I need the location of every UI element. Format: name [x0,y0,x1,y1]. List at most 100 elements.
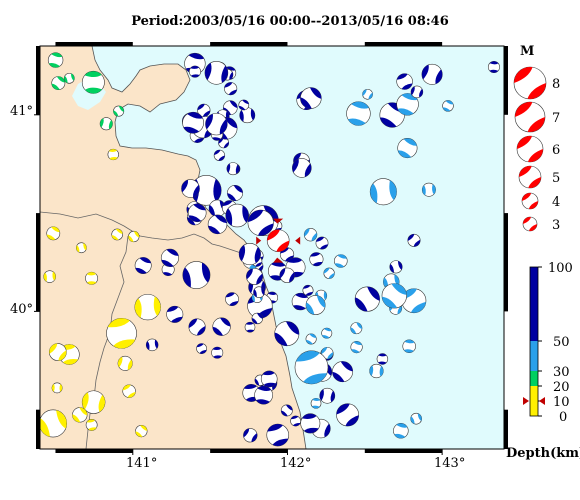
frame-bar-right-4 [504,409,508,449]
event-mechanism-23 [181,179,200,198]
main-event-marker-left [256,236,262,245]
depth-marker-left [523,397,529,405]
event-mechanism-67 [303,228,318,242]
event-mechanism-129 [160,248,180,267]
event-mechanism-98 [381,283,407,309]
event-mechanism-101 [310,398,322,409]
event-mechanism-21 [197,103,211,117]
event-mechanism-147 [135,424,148,438]
frame-bar-left-4 [36,409,40,449]
event-mechanism-130 [211,346,224,359]
mag-label-7: 7 [552,111,561,126]
frame-bar-bottom-2 [210,449,288,453]
event-mechanism-128 [196,343,208,354]
event-mechanism-141 [111,228,124,241]
mag-label-5: 5 [552,171,561,186]
event-mechanism-68 [302,284,314,296]
event-mechanism-74 [243,428,258,443]
event-mechanism-137 [122,384,136,398]
event-mechanism-27 [187,203,207,223]
frame-bar-right-0 [504,46,508,115]
event-mechanism-138 [85,419,98,431]
lon-tick-label-143: 143° [434,456,466,471]
event-mechanism-51 [266,423,290,447]
event-mechanism-112 [300,87,322,109]
magnitude-legend-title: M [520,44,535,59]
event-mechanism-76 [247,209,274,236]
event-mechanism-32 [182,111,204,134]
event-mechanism-114 [396,73,413,90]
frame-bar-bottom-0 [55,449,133,453]
event-mechanism-146 [72,407,88,423]
main-event-mechanism [266,229,290,252]
depth-legend [523,266,545,417]
event-mechanism-54 [244,321,256,333]
event-mechanism-154 [113,105,125,117]
main-event-marker-right [295,236,301,245]
event-mechanism-34 [321,327,333,339]
event-mechanism-95 [332,361,354,383]
frame-bar-left-0 [36,46,40,115]
event-mechanism-82 [410,412,422,425]
depth-tick-20: 20 [553,380,570,395]
depth-marker-right [539,397,545,405]
depth-tick-100: 100 [548,261,573,276]
event-mechanism-87 [376,353,389,365]
lat-tick-label-41: 41° [10,104,34,119]
frame-bar-top-0 [55,42,133,46]
event-mechanism-10 [239,107,256,124]
event-mechanism-62 [253,286,265,298]
map-title: Period:2003/05/16 00:00--2013/05/16 08:4… [131,14,449,29]
event-mechanism-49 [300,413,321,434]
event-mechanism-64 [279,267,295,283]
event-mechanism-106 [487,61,500,74]
event-mechanism-150 [107,148,119,161]
event-mechanism-60 [246,268,264,285]
depth-tick-0: 0 [559,410,568,425]
event-mechanism-65 [280,404,293,417]
event-mechanism-88 [350,322,363,335]
event-mechanism-17 [238,99,250,111]
prefecture-border [40,211,255,259]
event-mechanism-86 [354,286,380,312]
mag-symbol-8 [513,66,547,100]
event-mechanism-149 [76,242,87,254]
event-mechanism-119 [182,261,211,289]
event-mechanism-115 [292,158,312,178]
event-mechanism-121 [225,292,239,307]
event-mechanism-120 [166,305,184,323]
event-mechanism-97 [294,350,329,385]
event-mechanism-135 [51,382,63,394]
mag-label-3: 3 [552,218,561,233]
main-event-marker-bottom [273,257,284,263]
mag-label-4: 4 [552,195,561,210]
event-mechanism-127 [145,338,159,352]
event-mechanism-90 [334,254,348,268]
event-mechanism-155 [51,76,66,91]
mag-symbol-4 [521,192,539,210]
event-mechanism-103 [442,100,454,112]
event-mechanism-89 [323,267,335,279]
frame-bar-bottom-4 [364,449,443,453]
depth-colorbar-segment-0 [530,267,538,341]
event-mechanism-116 [410,85,424,99]
event-layer [40,52,500,447]
main-event [256,218,301,263]
mag-symbol-5 [518,165,542,189]
event-mechanism-151 [47,52,64,68]
event-mechanism-99 [389,260,403,274]
event-mechanism-57 [290,415,301,427]
event-mechanism-113 [421,63,443,85]
depth-legend-title: Depth(km) [506,446,580,461]
magnitude-legend [513,66,547,232]
event-mechanism-145 [46,226,61,241]
mag-label-6: 6 [552,143,561,158]
lon-tick-label-142: 142° [280,456,312,471]
event-mechanism-84 [407,233,421,247]
event-mechanism-81 [305,295,326,315]
event-mechanism-33 [224,82,238,96]
depth-tick-30: 30 [553,365,570,380]
event-mechanism-132 [106,317,137,349]
lat-tick-label-40: 40° [10,302,34,317]
